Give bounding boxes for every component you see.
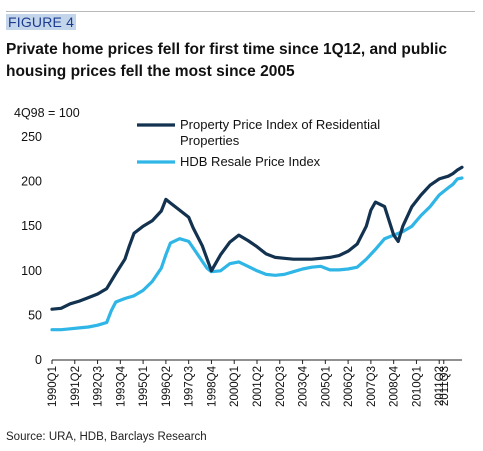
y-tick-label: 150 bbox=[21, 219, 42, 233]
series-layer bbox=[50, 165, 464, 332]
x-tick-label: 2008Q4 bbox=[389, 365, 401, 407]
figure-label: FIGURE 4 bbox=[6, 14, 77, 30]
x-tick-label: 2011Q3 bbox=[439, 366, 451, 406]
series-line bbox=[50, 165, 464, 311]
y-axis-unit-label: 4Q98 = 100 bbox=[14, 106, 80, 120]
series-line bbox=[50, 176, 464, 332]
chart-axes: 0 50 100 150 200 250 1990Q1 1991Q2 1992Q3 1993Q4 1… bbox=[21, 130, 462, 407]
x-tick-label: 1993Q4 bbox=[115, 365, 127, 407]
y-tick-label: 50 bbox=[28, 308, 42, 322]
x-tick-label: 1997Q3 bbox=[184, 366, 196, 407]
x-tick-label: 2010Q1 bbox=[411, 366, 423, 407]
x-tick-label: 1992Q3 bbox=[93, 366, 105, 407]
x-tick-label: 2001Q2 bbox=[252, 366, 264, 407]
x-tick-label: 1996Q2 bbox=[161, 366, 173, 407]
x-tick-label: 2005Q1 bbox=[320, 366, 332, 407]
top-rule bbox=[6, 11, 475, 12]
source-note: Source: URA, HDB, Barclays Research bbox=[6, 431, 207, 443]
y-tick-label: 250 bbox=[21, 130, 42, 144]
chart-legend: Property Price Index of Residential Prope… bbox=[137, 117, 380, 169]
x-tick-label: 1995Q1 bbox=[138, 366, 150, 407]
y-tick-label: 0 bbox=[35, 353, 42, 367]
x-tick-label: 2007Q3 bbox=[366, 366, 378, 407]
x-tick-label: 2003Q4 bbox=[298, 365, 310, 407]
x-tick-label: 2000Q1 bbox=[229, 366, 241, 407]
x-tick-label: 1990Q1 bbox=[47, 366, 59, 407]
x-tick-label: 2002Q3 bbox=[275, 366, 287, 407]
x-tick-label: 2006Q2 bbox=[343, 366, 355, 407]
x-tick-label: 2011Q2 bbox=[434, 366, 446, 406]
legend-label: HDB Resale Price Index bbox=[180, 154, 321, 169]
x-tick-label: 1998Q4 bbox=[206, 365, 218, 407]
x-tick-label: 1991Q2 bbox=[70, 366, 82, 407]
chart-title: Private home prices fell for first time … bbox=[6, 41, 448, 80]
y-tick-label: 200 bbox=[21, 175, 42, 189]
legend-label: Property Price Index of Residential Prope… bbox=[180, 117, 380, 148]
y-tick-label: 100 bbox=[21, 264, 42, 278]
